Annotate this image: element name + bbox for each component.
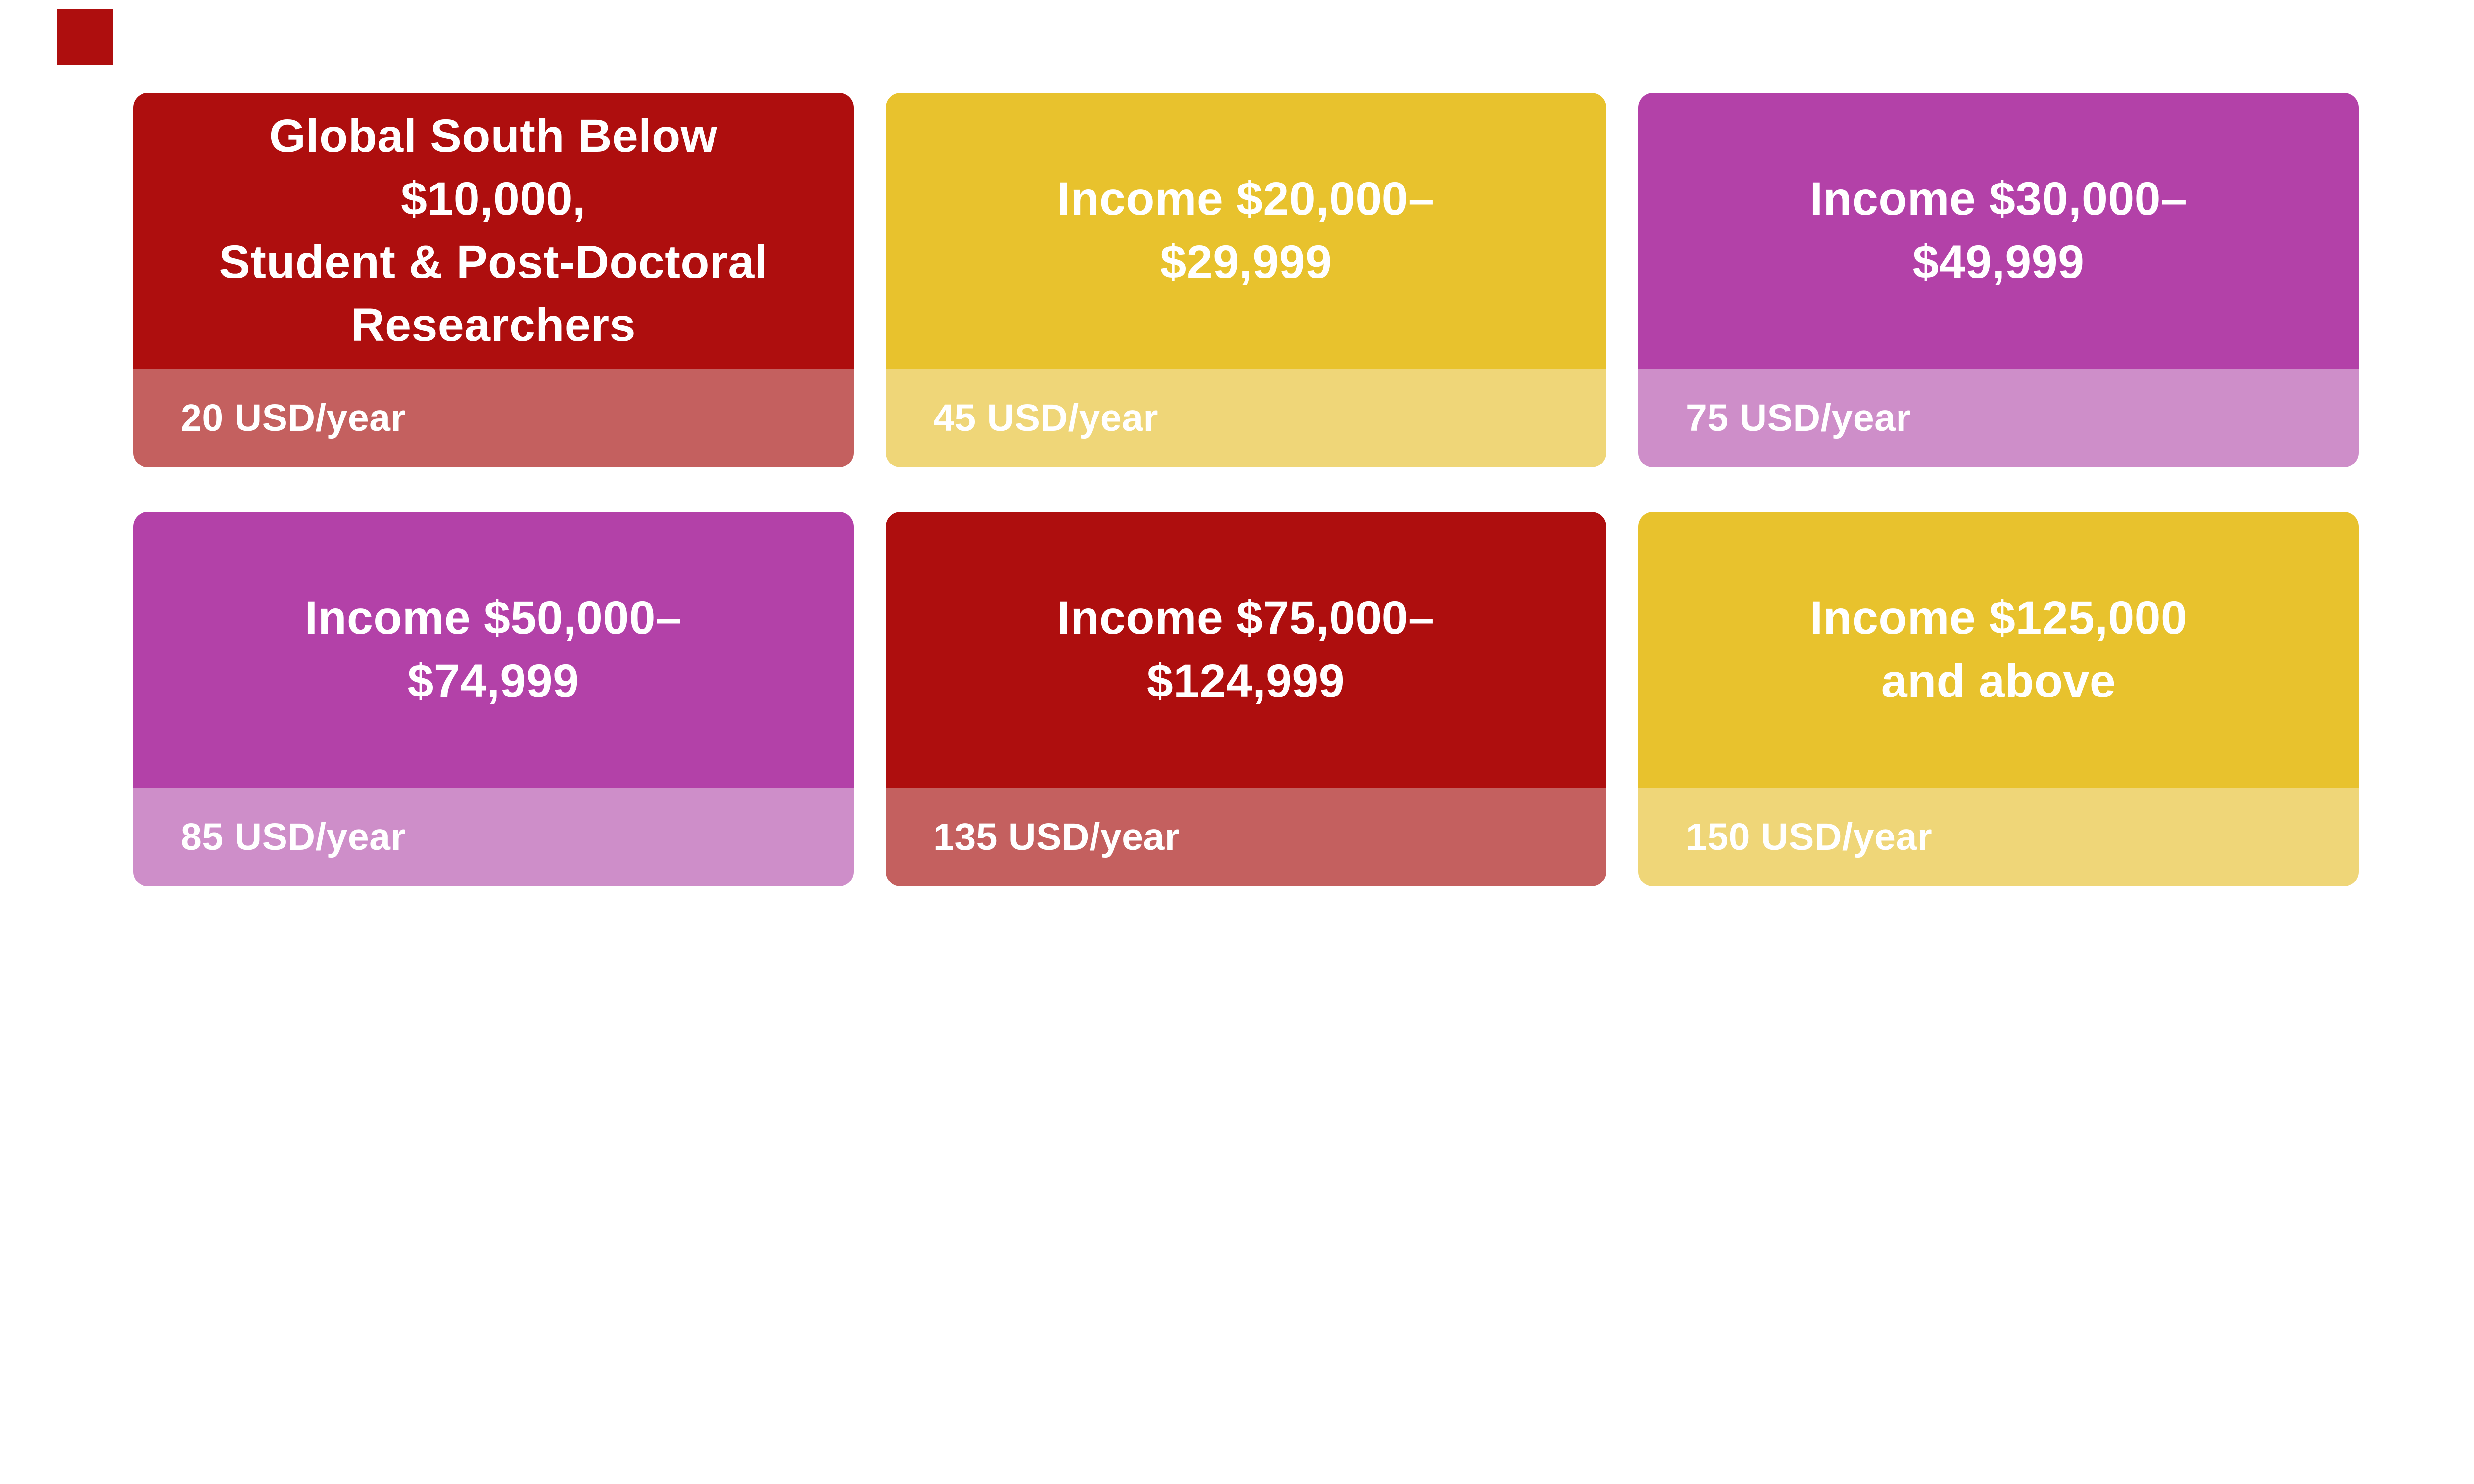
pricing-card-footer: 85 USD/year: [133, 788, 854, 886]
pricing-card-footer: 150 USD/year: [1638, 788, 2359, 886]
card-title: Income $125,000 and above: [1809, 592, 2188, 707]
card-price: 45 USD/year: [933, 396, 1158, 439]
pricing-card-header: Income $125,000 and above: [1638, 512, 2359, 788]
pricing-card-footer: 45 USD/year: [886, 369, 1606, 467]
pricing-card-header: Income $75,000– $124,999: [886, 512, 1606, 788]
card-title: Income $75,000– $124,999: [1057, 592, 1435, 707]
pricing-card: Income $75,000– $124,999 135 USD/year: [886, 512, 1606, 886]
pricing-card-footer: 20 USD/year: [133, 369, 854, 467]
pricing-card-footer: 75 USD/year: [1638, 369, 2359, 467]
card-price: 150 USD/year: [1686, 815, 1933, 858]
pricing-card: Income $20,000– $29,999 45 USD/year: [886, 93, 1606, 467]
card-price: 85 USD/year: [181, 815, 406, 858]
pricing-card-footer: 135 USD/year: [886, 788, 1606, 886]
pricing-card: Income $30,000– $49,999 75 USD/year: [1638, 93, 2359, 467]
card-title: Income $50,000– $74,999: [304, 592, 682, 707]
card-title: Income $30,000– $49,999: [1809, 173, 2188, 288]
pricing-grid: Global South Below $10,000, Student & Post…: [133, 93, 2359, 886]
pricing-card: Income $50,000– $74,999 85 USD/year: [133, 512, 854, 886]
pricing-card-header: Income $20,000– $29,999: [886, 93, 1606, 369]
card-price: 135 USD/year: [933, 815, 1180, 858]
card-title: Income $20,000– $29,999: [1057, 173, 1435, 288]
pricing-card: Income $125,000 and above 150 USD/year: [1638, 512, 2359, 886]
card-price: 20 USD/year: [181, 396, 406, 439]
card-title: Global South Below $10,000, Student & Post…: [219, 109, 768, 351]
pricing-card-header: Income $50,000– $74,999: [133, 512, 854, 788]
corner-square: [57, 9, 113, 65]
pricing-card: Global South Below $10,000, Student & Post…: [133, 93, 854, 467]
pricing-card-header: Global South Below $10,000, Student & Post…: [133, 93, 854, 369]
pricing-card-header: Income $30,000– $49,999: [1638, 93, 2359, 369]
card-price: 75 USD/year: [1686, 396, 1911, 439]
